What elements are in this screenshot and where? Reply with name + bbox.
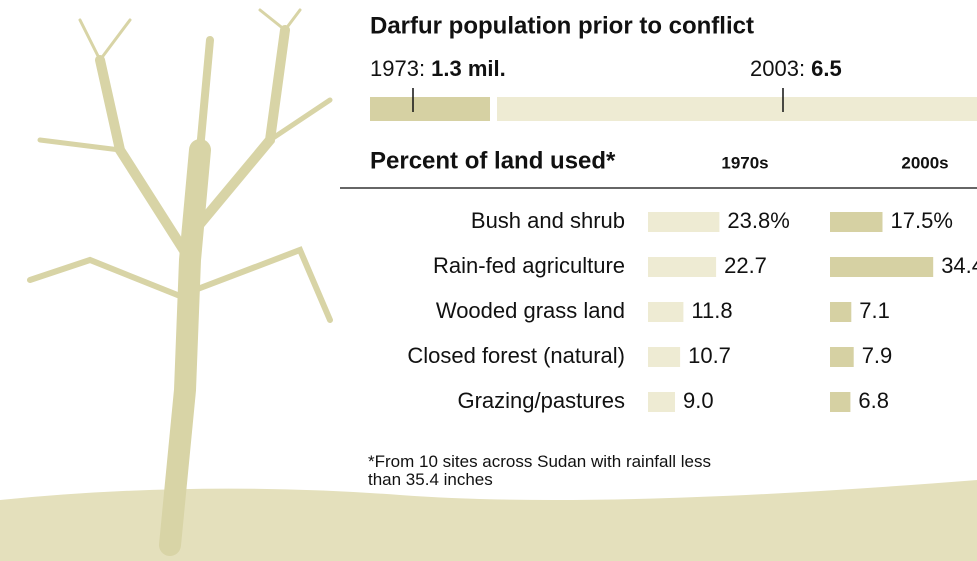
year: 1973: bbox=[370, 56, 431, 81]
land-bar bbox=[830, 212, 883, 232]
value-label: 7.1 bbox=[859, 298, 890, 323]
land-bar bbox=[830, 347, 854, 367]
population-bar bbox=[370, 97, 490, 121]
land-bar bbox=[830, 392, 850, 412]
land-bar bbox=[648, 392, 675, 412]
land-bar bbox=[648, 347, 680, 367]
land-title: Percent of land used* bbox=[370, 147, 616, 174]
column-header: 1970s bbox=[721, 153, 768, 172]
row-label: Bush and shrub bbox=[471, 208, 625, 233]
value-label: 17.5% bbox=[891, 208, 953, 233]
value-label: 6.8 bbox=[858, 388, 889, 413]
population-title: Darfur population prior to conflict bbox=[370, 12, 754, 39]
row-label: Rain-fed agriculture bbox=[433, 253, 625, 278]
land-bar bbox=[830, 302, 851, 322]
population-label: 1973: 1.3 mil. bbox=[370, 56, 506, 81]
population-value: 1.3 mil. bbox=[431, 56, 506, 81]
land-bar bbox=[648, 257, 716, 277]
population-bar bbox=[497, 97, 977, 121]
value-label: 11.8 bbox=[691, 298, 732, 323]
land-bar bbox=[648, 212, 719, 232]
value-label: 23.8% bbox=[727, 208, 789, 233]
row-label: Grazing/pastures bbox=[457, 388, 625, 413]
row-label: Closed forest (natural) bbox=[407, 343, 625, 368]
value-label: 10.7 bbox=[688, 343, 731, 368]
land-bar bbox=[830, 257, 933, 277]
footnote: *From 10 sites across Sudan with rainfal… bbox=[368, 452, 711, 489]
year: 2003: bbox=[750, 56, 811, 81]
population-label: 2003: 6.5 bbox=[750, 56, 842, 81]
value-label: 7.9 bbox=[862, 343, 893, 368]
value-label: 34.4 bbox=[941, 253, 977, 278]
value-label: 9.0 bbox=[683, 388, 714, 413]
column-header: 2000s bbox=[901, 153, 948, 172]
value-label: 22.7 bbox=[724, 253, 767, 278]
row-label: Wooded grass land bbox=[436, 298, 625, 323]
land-bar bbox=[648, 302, 683, 322]
population-value: 6.5 bbox=[811, 56, 842, 81]
infographic: Darfur population prior to conflict Perc… bbox=[0, 0, 977, 561]
